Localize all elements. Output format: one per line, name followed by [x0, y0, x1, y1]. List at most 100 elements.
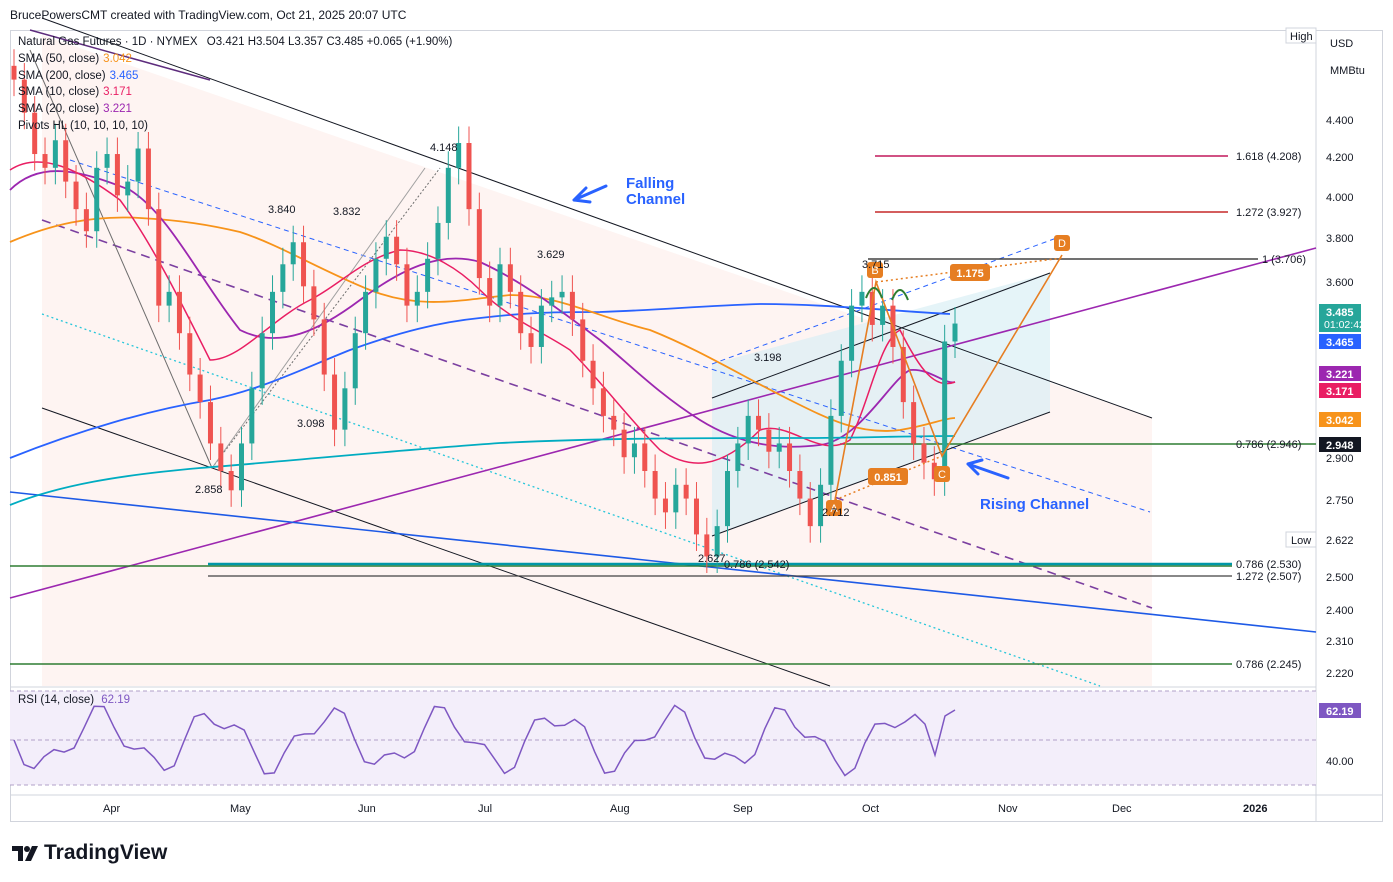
svg-text:0.851: 0.851 [874, 472, 902, 484]
candle [507, 247, 513, 309]
candle [735, 426, 741, 488]
price-tick: 2.500 [1326, 572, 1354, 584]
candle [166, 275, 172, 323]
svg-text:2.948: 2.948 [1326, 440, 1354, 452]
price-axis[interactable]: 4.400 4.200 4.000 3.800 3.600 2.900 2.750 2.500… [1326, 115, 1354, 768]
candle [383, 220, 389, 276]
candle [797, 454, 803, 516]
rsi-label: RSI (14, close) [18, 694, 95, 706]
candle [776, 426, 782, 469]
candle [725, 454, 731, 543]
symbol-name: Natural Gas Futures · 1D · NYMEX [18, 36, 198, 48]
candle [321, 302, 327, 392]
candle [435, 206, 441, 276]
rsi-legend[interactable]: RSI (14, close) 62.19 [18, 694, 130, 706]
legend-indicator-3[interactable]: SMA (20, close) 3.221 [18, 101, 452, 118]
price-tick: 3.600 [1326, 277, 1354, 289]
time-axis[interactable]: Apr May Jun Jul Aug Sep Oct Nov Dec 2026 [103, 803, 1267, 815]
indicator-value: 3.042 [103, 52, 132, 65]
month-tick: Jun [358, 803, 376, 815]
candle [394, 220, 400, 281]
tradingview-logo[interactable]: TradingView [12, 841, 167, 865]
candle [104, 137, 110, 185]
candle [538, 289, 544, 364]
indicator-value: 3.221 [103, 103, 132, 116]
pivot-labels: 4.148 3.840 3.832 3.629 3.198 3.098 2.85… [195, 142, 890, 565]
legend-indicator-2[interactable]: SMA (10, close) 3.171 [18, 84, 452, 101]
indicator-label: SMA (200, close) [18, 69, 106, 82]
purple-top-line [29, 29, 211, 81]
candle [425, 242, 431, 309]
chart-attribution: BrucePowersCMT created with TradingView.… [10, 8, 407, 22]
candle [445, 151, 451, 240]
svg-text:1.272 (2.507): 1.272 (2.507) [1236, 571, 1301, 583]
candle [114, 137, 120, 212]
channel-annotations: Falling Channel Rising Channel [572, 175, 1089, 513]
indicator-label: SMA (50, close) [18, 52, 100, 65]
price-badge: 3.171 [1319, 383, 1361, 398]
candle [342, 371, 348, 447]
candle [693, 482, 699, 551]
price-tick: 2.900 [1326, 453, 1354, 465]
fib-labels: 1.618 (4.208) 1.272 (3.927) 1 (3.706) 0.… [724, 151, 1306, 671]
svg-text:3.221: 3.221 [1326, 369, 1354, 381]
price-tick: 4.400 [1326, 115, 1354, 127]
candle [828, 399, 834, 502]
price-tick: 4.000 [1326, 192, 1354, 204]
purple-trendline [9, 247, 1317, 599]
candle [714, 509, 720, 573]
legend-symbol[interactable]: Natural Gas Futures · 1D · NYMEX O3.421 … [18, 34, 452, 51]
currency-label[interactable]: USD [1330, 38, 1353, 50]
candle [249, 371, 255, 460]
rsi-value: 62.19 [101, 694, 131, 706]
candle [301, 225, 307, 303]
candle [497, 247, 503, 323]
candle [83, 192, 89, 248]
candle [631, 426, 637, 474]
svg-text:3.465: 3.465 [1326, 337, 1354, 349]
candle [363, 275, 369, 350]
chart-legend: Natural Gas Futures · 1D · NYMEX O3.421 … [18, 34, 452, 135]
candle [52, 123, 58, 185]
svg-text:2.622: 2.622 [1326, 535, 1354, 547]
tradingview-logo-text: TradingView [44, 841, 168, 864]
candle [838, 344, 844, 433]
candle [487, 261, 493, 323]
candle [197, 358, 203, 419]
high-low-tags: High Low 2.622 [1285, 27, 1354, 548]
svg-text:Rising Channel: Rising Channel [980, 496, 1089, 513]
indicator-value: 3.465 [109, 69, 139, 82]
legend-indicator-4[interactable]: Pivots HL (10, 10, 10, 10) [18, 118, 452, 135]
candle [290, 225, 296, 281]
candle [807, 482, 813, 543]
candle [32, 96, 38, 171]
candle [404, 247, 410, 323]
price-tick: 2.220 [1326, 668, 1354, 680]
candle [662, 482, 668, 529]
candle [145, 131, 151, 226]
svg-text:1.272 (3.927): 1.272 (3.927) [1236, 207, 1301, 219]
legend-indicator-0[interactable]: SMA (50, close) 3.042 [18, 51, 452, 68]
svg-text:0.786 (2.245): 0.786 (2.245) [1236, 659, 1301, 671]
candle [373, 242, 379, 309]
month-tick: Sep [733, 803, 753, 815]
legend-indicator-1[interactable]: SMA (200, close) 3.465 [18, 68, 452, 85]
month-tick: May [230, 803, 251, 815]
svg-text:3.042: 3.042 [1326, 415, 1354, 427]
svg-text:3.098: 3.098 [297, 418, 325, 430]
candle [456, 126, 462, 185]
svg-text:3.629: 3.629 [537, 249, 565, 261]
price-tick: 3.800 [1326, 233, 1354, 245]
candle [745, 399, 751, 460]
candle [207, 385, 213, 460]
rsi-tick: 40.00 [1326, 756, 1354, 768]
svg-text:3.171: 3.171 [1326, 386, 1354, 398]
unit-label[interactable]: MMBtu [1330, 65, 1365, 77]
svg-text:4.148: 4.148 [430, 142, 458, 154]
candle [11, 49, 17, 97]
price-tick: 2.400 [1326, 605, 1354, 617]
candle [125, 165, 131, 212]
candle [73, 165, 79, 226]
